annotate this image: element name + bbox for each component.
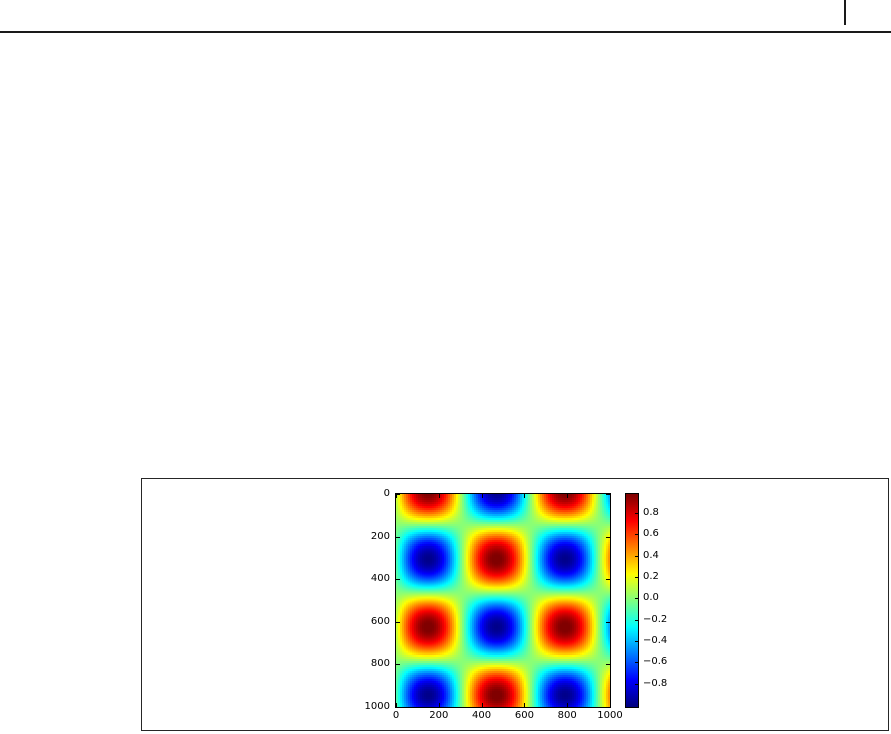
x-tick-label: 0 — [392, 710, 400, 721]
text-cursor-icon — [844, 0, 846, 25]
colorbar-tick-mark — [635, 619, 638, 621]
colorbar-tick-label: 0.6 — [643, 528, 659, 540]
x-tick-mark — [438, 494, 440, 498]
x-tick-mark — [438, 703, 440, 707]
x-tick-mark — [396, 494, 397, 498]
y-tick-mark — [396, 707, 400, 708]
y-tick-mark — [606, 536, 610, 538]
colorbar-tick-label: −0.8 — [643, 677, 668, 689]
y-tick-mark — [396, 579, 400, 581]
colorbar-tick-mark — [635, 683, 638, 685]
colorbar — [625, 493, 639, 708]
colorbar-tick-label: −0.4 — [643, 634, 668, 646]
x-tick-label: 200 — [429, 710, 449, 721]
y-tick-mark — [396, 621, 400, 623]
y-tick-label: 600 — [370, 615, 390, 627]
y-tick-label: 0 — [383, 488, 390, 499]
x-tick-label: 400 — [472, 710, 492, 721]
colorbar-tick-mark — [635, 555, 638, 557]
y-tick-mark — [606, 494, 610, 495]
y-tick-mark — [396, 536, 400, 538]
x-tick-mark — [610, 703, 611, 707]
y-tick-label: 800 — [370, 658, 390, 670]
y-tick-label: 400 — [370, 573, 390, 585]
x-tick-mark — [567, 703, 569, 707]
colorbar-tick-mark — [635, 513, 638, 515]
x-tick-mark — [524, 703, 526, 707]
colorbar-tick-label: 0.4 — [643, 549, 659, 561]
colorbar-tick-label: 0.0 — [643, 592, 659, 604]
x-tick-label: 600 — [514, 710, 534, 721]
y-tick-mark — [396, 494, 400, 495]
colorbar-tick-mark — [635, 640, 638, 642]
y-tick-label: 200 — [370, 530, 390, 542]
colorbar-tick-mark — [635, 577, 638, 579]
colorbar-tick-mark — [635, 598, 638, 600]
colorbar-tick-label: −0.2 — [643, 613, 668, 625]
x-tick-mark — [481, 703, 483, 707]
y-tick-mark — [606, 707, 610, 708]
x-tick-mark — [610, 494, 611, 498]
x-tick-mark — [567, 494, 569, 498]
x-tick-label: 800 — [557, 710, 577, 721]
y-tick-mark — [396, 664, 400, 666]
x-tick-mark — [396, 703, 397, 707]
colorbar-tick-label: 0.2 — [643, 571, 659, 583]
heatmap-canvas — [396, 494, 610, 707]
x-tick-label: 1000 — [597, 710, 623, 721]
colorbar-tick-mark — [635, 662, 638, 664]
colorbar-tick-label: −0.6 — [643, 656, 668, 668]
x-tick-mark — [481, 494, 483, 498]
colorbar-tick-label: 0.8 — [643, 507, 659, 519]
horizontal-rule — [0, 31, 891, 33]
y-tick-mark — [606, 579, 610, 581]
colorbar-canvas — [626, 494, 638, 707]
colorbar-tick-mark — [635, 534, 638, 536]
x-tick-mark — [524, 494, 526, 498]
y-tick-label: 1000 — [364, 701, 390, 712]
y-tick-mark — [606, 621, 610, 623]
y-tick-mark — [606, 664, 610, 666]
heatmap-axes — [395, 493, 611, 708]
